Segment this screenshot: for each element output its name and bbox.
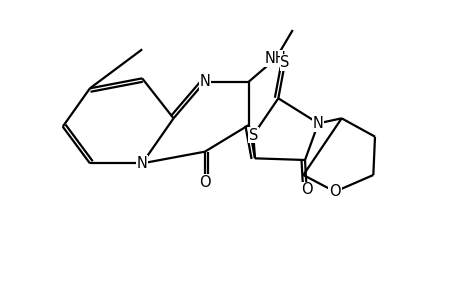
Text: N: N <box>136 156 147 171</box>
Text: O: O <box>300 182 312 197</box>
Text: N: N <box>312 116 323 131</box>
Text: O: O <box>329 184 340 199</box>
Text: S: S <box>280 55 289 70</box>
Text: NH: NH <box>264 51 286 66</box>
Text: O: O <box>199 175 210 190</box>
Text: S: S <box>248 128 257 142</box>
Text: N: N <box>199 74 210 89</box>
